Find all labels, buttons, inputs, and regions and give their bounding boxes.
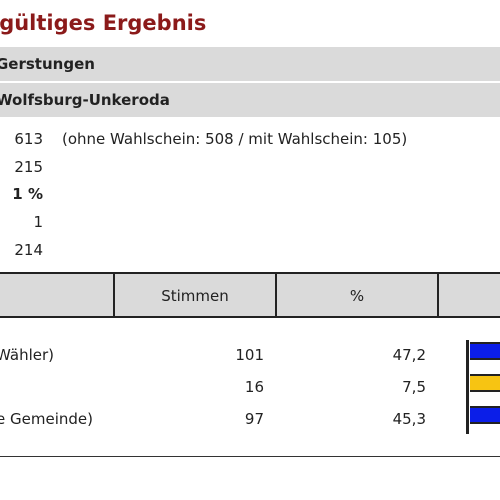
party-name: e Gemeinde) [0,410,93,428]
municipality-name: Gerstungen [0,55,95,73]
page-title: lgültiges Ergebnis [0,11,207,35]
votes-value: 97 [244,410,264,428]
table-bottom-border [0,456,500,457]
turnout-value: 1 % [12,185,43,203]
district-band: Wolfsburg-Unkeroda [0,83,500,117]
percent-value: 7,5 [402,378,426,396]
results-table-header: Stimmen % [0,272,500,318]
votes-value: 16 [244,378,264,396]
result-bar [470,374,500,392]
votes-value: 101 [235,346,264,364]
result-bar [470,342,500,360]
percent-value: 45,3 [392,410,426,428]
voters-value: 215 [14,158,43,176]
eligible-voters-note: (ohne Wahlschein: 508 / mit Wahlschein: … [62,130,408,148]
header-divider [275,274,277,316]
header-divider [437,274,439,316]
invalid-votes-value: 1 [33,213,43,231]
municipality-band: Gerstungen [0,47,500,81]
bar-axis [466,340,469,434]
party-name: Wähler) [0,346,54,364]
valid-votes-value: 214 [14,241,43,259]
eligible-voters-value: 613 [14,130,43,148]
table-row: e Gemeinde) 97 45,3 [0,406,500,440]
percent-value: 47,2 [392,346,426,364]
header-votes: Stimmen [161,287,229,305]
district-name: Wolfsburg-Unkeroda [0,91,170,109]
header-divider [113,274,115,316]
result-bar [470,406,500,424]
table-row: 16 7,5 [0,374,500,408]
header-percent: % [349,287,365,305]
table-row: Wähler) 101 47,2 [0,342,500,376]
